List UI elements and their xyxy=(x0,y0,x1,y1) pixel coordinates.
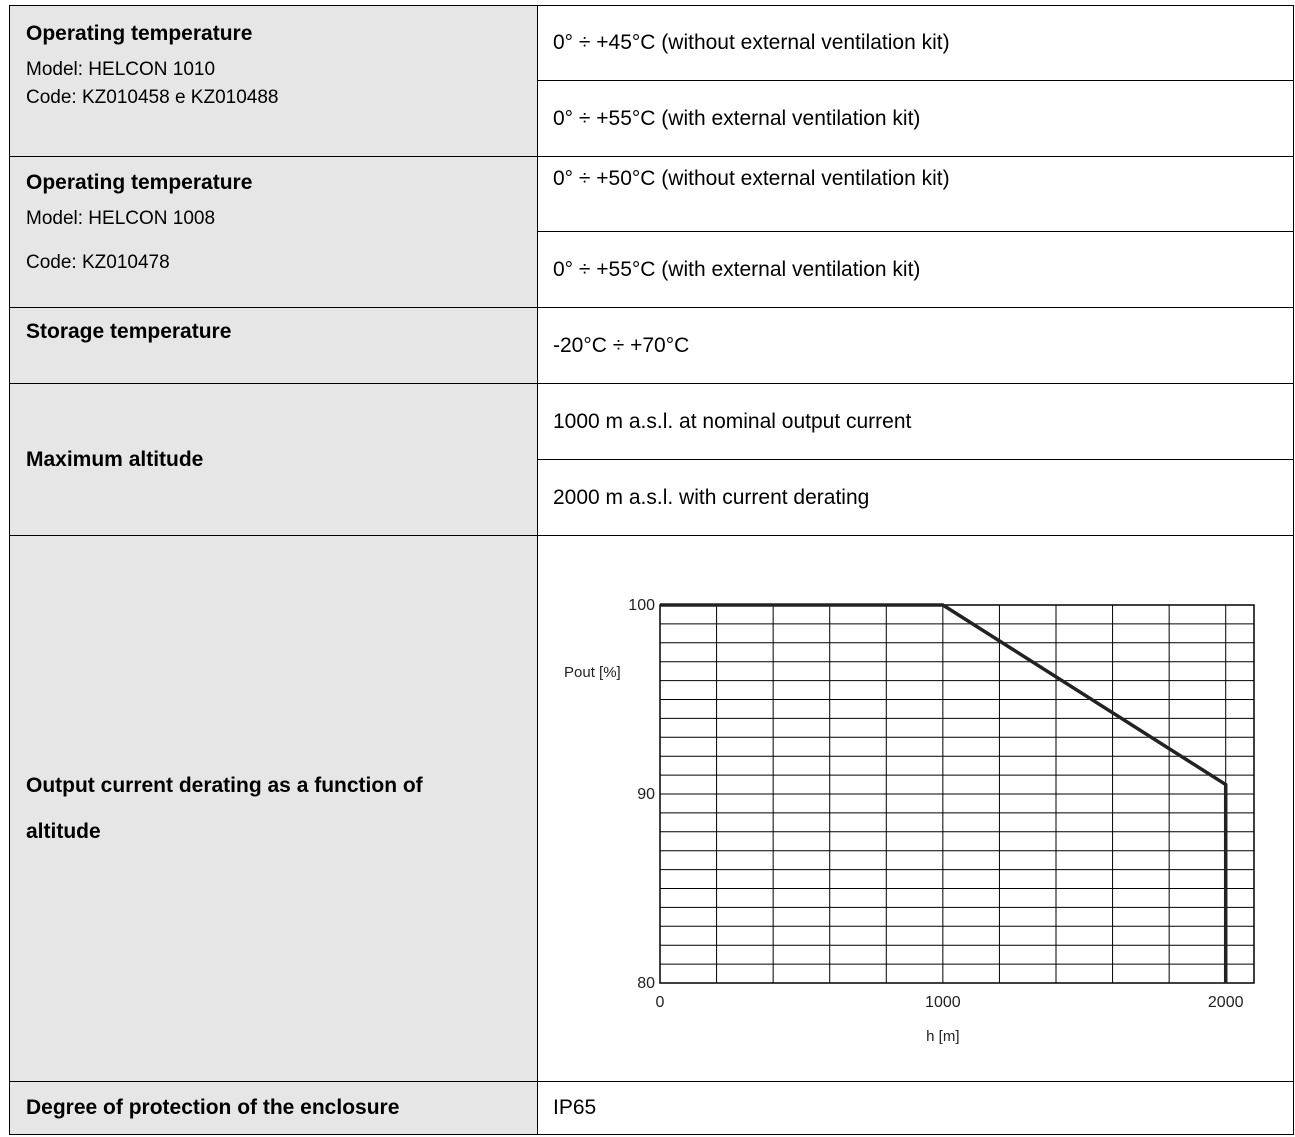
storage-value: -20°C ÷ +70°C xyxy=(537,307,1294,384)
row-label-op-temp-1008: Operating temperature Model: HELCON 1008… xyxy=(9,156,538,308)
model-text: Model: HELCON 1008 xyxy=(26,208,216,229)
y-tick-label: 80 xyxy=(637,975,655,992)
y-tick-label: 90 xyxy=(637,786,655,803)
row-label-storage: Storage temperature xyxy=(9,307,538,384)
x-axis-label: h [m] xyxy=(926,1028,959,1045)
op-temp-value-without-kit: 0° ÷ +50°C (without external ventilation… xyxy=(537,156,1294,232)
derating-chart: 80 90 100 0 1000 2000 Pout [%] h [m] xyxy=(538,537,1275,1081)
model-text: Model: HELCON 1010 xyxy=(26,59,216,80)
altitude-value-nominal: 1000 m a.s.l. at nominal output current xyxy=(537,383,1294,460)
storage-title: Storage temperature xyxy=(26,320,232,343)
op-temp-title: Operating temperature xyxy=(26,171,253,194)
code-text: Code: KZ010458 e KZ010488 xyxy=(26,87,279,108)
derating-title-line2: altitude xyxy=(26,819,101,843)
y-axis-label: Pout [%] xyxy=(564,664,621,681)
op-temp-value-without-kit: 0° ÷ +45°C (without external ventilation… xyxy=(537,5,1294,81)
op-temp-value-with-kit: 0° ÷ +55°C (with external ventilation ki… xyxy=(537,231,1294,308)
altitude-title: Maximum altitude xyxy=(26,447,204,471)
series-line xyxy=(660,602,1228,983)
row-label-derating: Output current derating as a function of… xyxy=(9,535,538,1082)
spec-table: Operating temperature Model: HELCON 1010… xyxy=(9,5,1294,1135)
protection-title: Degree of protection of the enclosure xyxy=(26,1096,400,1119)
y-tick-label: 100 xyxy=(628,597,655,614)
op-temp-title: Operating temperature xyxy=(26,22,253,45)
row-label-protection: Degree of protection of the enclosure xyxy=(9,1081,538,1135)
x-tick-label: 0 xyxy=(656,994,665,1011)
plot-frame xyxy=(659,603,1255,984)
altitude-value-derating: 2000 m a.s.l. with current derating xyxy=(537,459,1294,536)
chart-grid xyxy=(660,604,1254,983)
protection-value: IP65 xyxy=(537,1081,1294,1135)
row-label-op-temp-1010: Operating temperature Model: HELCON 1010… xyxy=(9,5,538,157)
row-label-altitude: Maximum altitude xyxy=(9,383,538,536)
code-text: Code: KZ010478 xyxy=(26,252,170,273)
op-temp-value-with-kit: 0° ÷ +55°C (with external ventilation ki… xyxy=(537,80,1294,157)
derating-title-line1: Output current derating as a function of xyxy=(26,773,423,797)
x-tick-label: 2000 xyxy=(1208,994,1244,1011)
derating-chart-cell: 80 90 100 0 1000 2000 Pout [%] h [m] xyxy=(537,535,1294,1082)
x-tick-label: 1000 xyxy=(925,994,961,1011)
